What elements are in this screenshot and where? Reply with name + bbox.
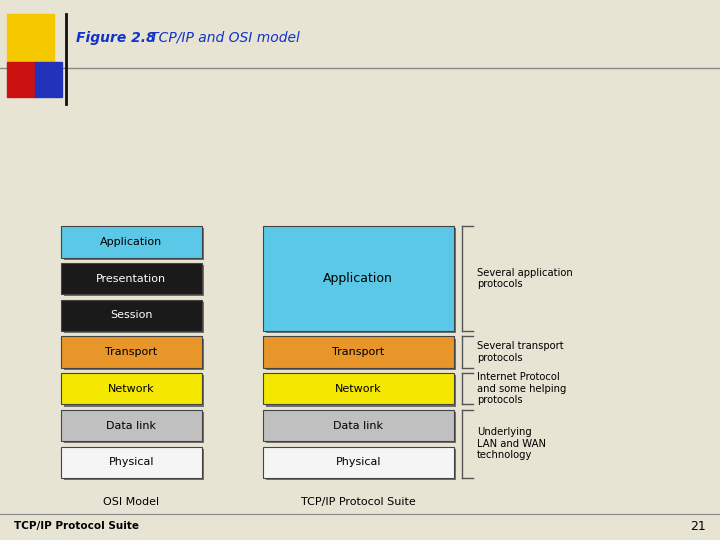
Text: Data link: Data link [107, 421, 156, 430]
Bar [263, 410, 454, 441]
Bar [35, 62, 62, 97]
Bar [263, 447, 454, 478]
Bar [64, 449, 204, 480]
Bar [266, 339, 456, 370]
Text: Application: Application [100, 237, 163, 247]
Bar [61, 300, 202, 331]
Text: TCP/IP Protocol Suite: TCP/IP Protocol Suite [301, 497, 415, 507]
Bar [64, 339, 204, 370]
Bar [266, 228, 456, 333]
Bar [61, 263, 202, 294]
Text: Several application
protocols: Several application protocols [477, 268, 572, 289]
Bar [266, 375, 456, 407]
Bar [61, 373, 202, 404]
Bar [61, 447, 202, 478]
Text: Physical: Physical [336, 457, 381, 467]
Bar [64, 412, 204, 443]
Text: Physical: Physical [109, 457, 154, 467]
Bar [263, 226, 454, 331]
Text: Transport: Transport [332, 347, 384, 357]
Text: Figure 2.8: Figure 2.8 [76, 31, 156, 45]
Text: 21: 21 [690, 520, 706, 533]
Bar [263, 373, 454, 404]
Text: Several transport
protocols: Several transport protocols [477, 341, 563, 363]
Bar [266, 412, 456, 443]
Bar [64, 228, 204, 260]
Text: Data link: Data link [333, 421, 383, 430]
Text: Application: Application [323, 272, 393, 285]
Text: Internet Protocol
and some helping
protocols: Internet Protocol and some helping proto… [477, 372, 566, 406]
Bar [7, 14, 54, 62]
Bar [64, 265, 204, 296]
Bar [7, 62, 35, 97]
Text: Session: Session [110, 310, 153, 320]
Bar [64, 302, 204, 333]
Bar [61, 226, 202, 258]
Text: TCP/IP and OSI model: TCP/IP and OSI model [137, 31, 300, 45]
Bar [61, 410, 202, 441]
Bar [263, 336, 454, 368]
Text: Presentation: Presentation [96, 274, 166, 284]
Text: OSI Model: OSI Model [104, 497, 159, 507]
Text: Underlying
LAN and WAN
technology: Underlying LAN and WAN technology [477, 427, 546, 461]
Bar [64, 375, 204, 407]
Text: Network: Network [335, 384, 382, 394]
Bar [61, 336, 202, 368]
Text: Network: Network [108, 384, 155, 394]
Text: Transport: Transport [105, 347, 158, 357]
Text: TCP/IP Protocol Suite: TCP/IP Protocol Suite [14, 522, 140, 531]
Bar [266, 449, 456, 480]
